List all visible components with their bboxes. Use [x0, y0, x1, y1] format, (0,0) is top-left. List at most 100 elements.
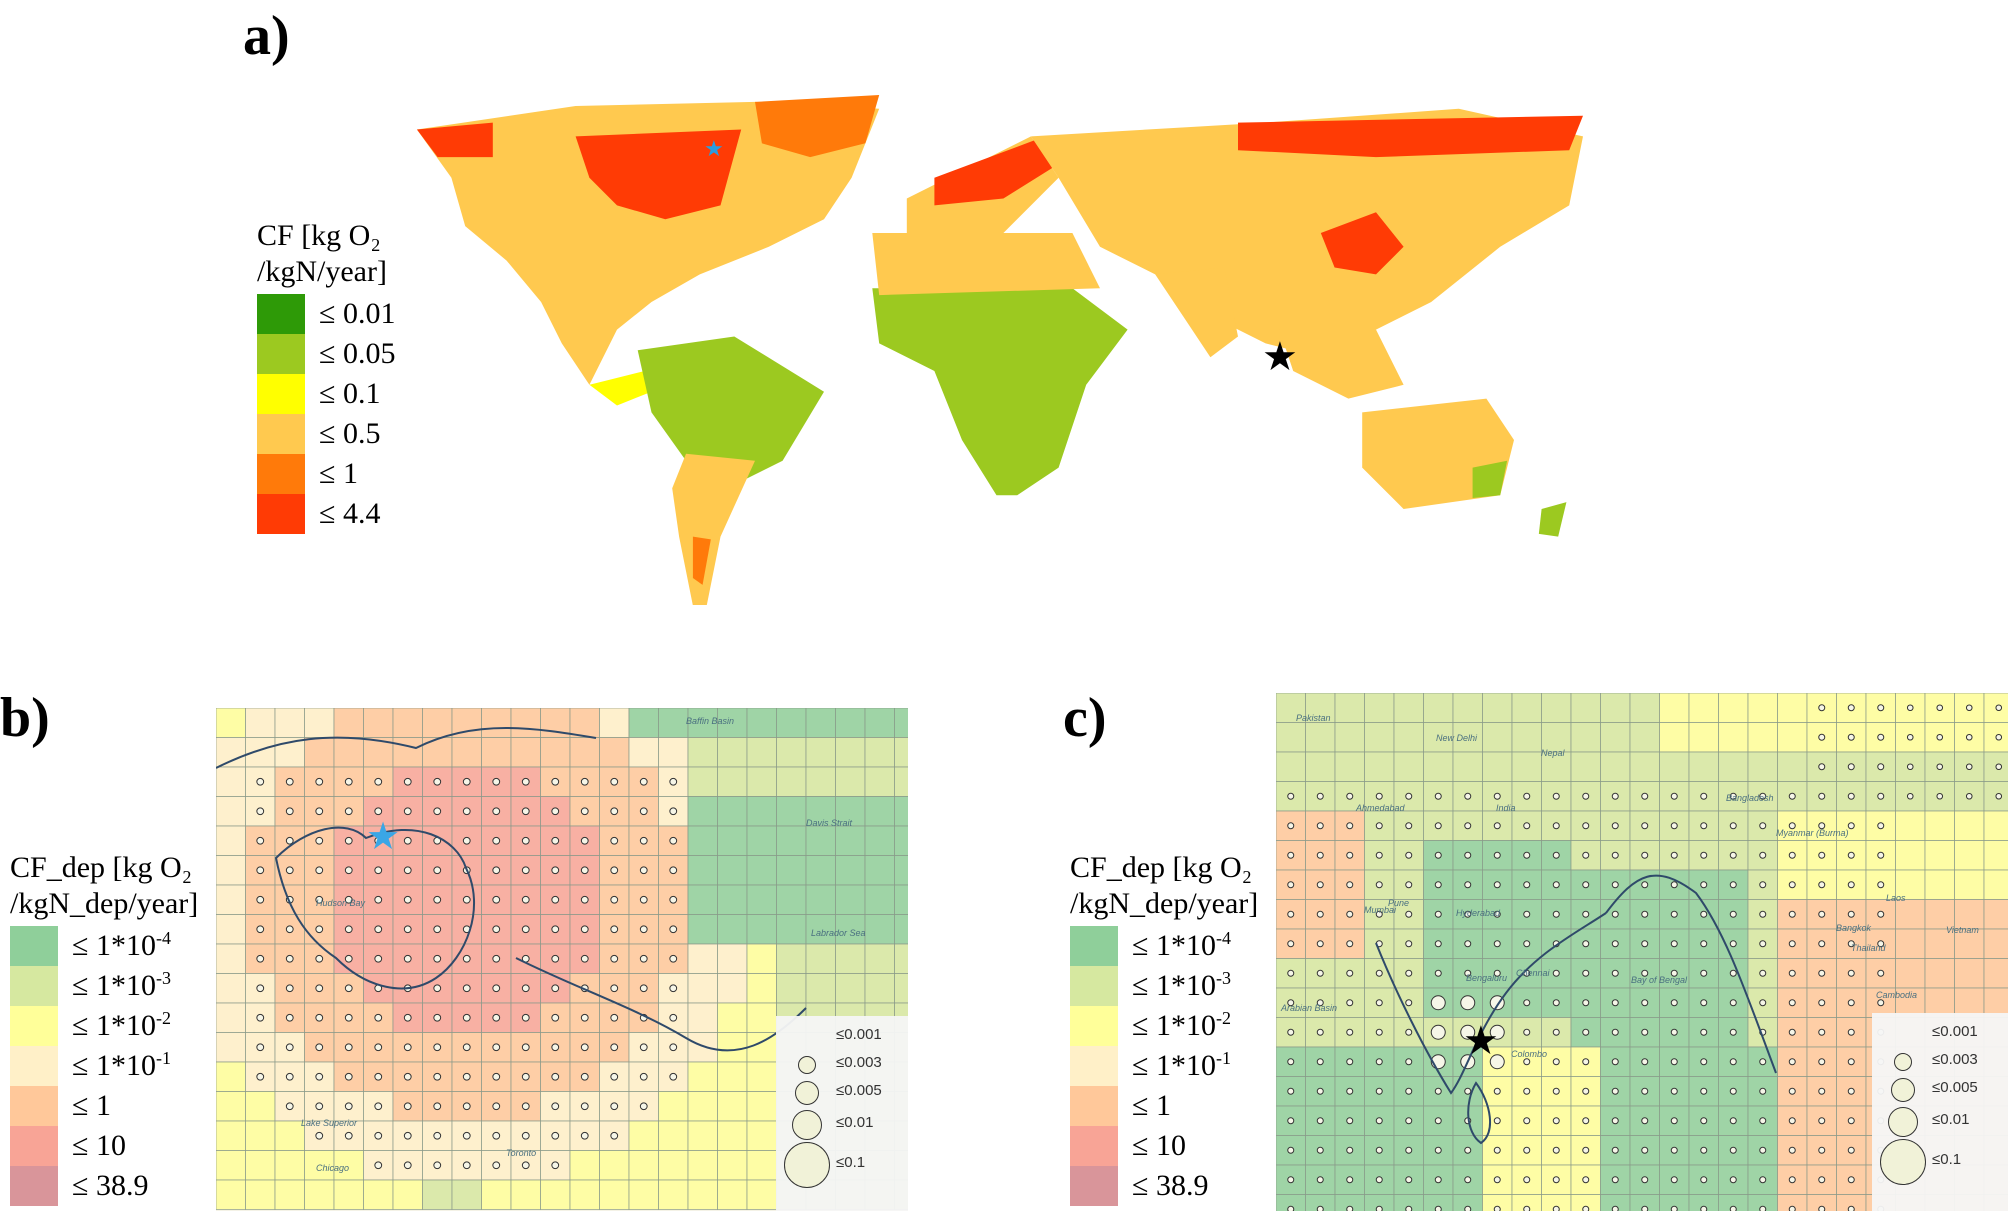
map-c-deposition-circle — [1847, 881, 1855, 889]
map-b-grid-cell — [746, 1120, 777, 1151]
map-c-deposition-circle — [1729, 1117, 1737, 1125]
map-b-grid-cell — [422, 1179, 453, 1210]
map-b-deposition-circle — [580, 777, 589, 786]
map-c-grid-cell — [1895, 928, 1926, 959]
map-c-grid-cell — [1423, 751, 1454, 782]
map-b-grid-cell — [245, 737, 276, 768]
map-c-deposition-circle — [1611, 999, 1619, 1007]
map-c-grid-cell — [1983, 810, 2008, 841]
legend-swatch — [10, 926, 58, 966]
map-b-deposition-circle — [285, 1072, 294, 1081]
map-c-grid-cell — [1393, 751, 1424, 782]
map-c-grid-cell — [1895, 810, 1926, 841]
legend-item: ≤ 1*10-2 — [10, 1006, 198, 1046]
map-c-deposition-circle — [1405, 822, 1413, 830]
map-c-deposition-circle — [1582, 940, 1590, 948]
map-c-deposition-circle — [1489, 1024, 1505, 1040]
south-america-south-region — [672, 453, 755, 605]
map-b-deposition-circle — [639, 984, 648, 993]
map-b-deposition-circle — [374, 1161, 383, 1170]
map-c-grid-cell — [1688, 1164, 1719, 1195]
map-b-deposition-circle — [433, 807, 442, 816]
map-c-deposition-circle — [1788, 1028, 1796, 1036]
map-c-deposition-circle — [1611, 851, 1619, 859]
legend-swatch — [1070, 1166, 1118, 1206]
map-b-grid-cell — [363, 708, 394, 738]
map-b-deposition-circle — [492, 866, 501, 875]
map-c-deposition-circle — [1287, 969, 1295, 977]
map-b-grid-cell — [392, 708, 423, 738]
map-c-deposition-circle — [1611, 969, 1619, 977]
map-b-deposition-circle — [374, 1013, 383, 1022]
map-c-deposition-circle — [1552, 1028, 1560, 1036]
map-b-deposition-circle — [433, 1131, 442, 1140]
map-c-deposition-circle — [1936, 792, 1944, 800]
map-b-deposition-circle — [639, 895, 648, 904]
map-b-grid-cell — [216, 1032, 246, 1063]
map-b-deposition-circle — [403, 1131, 412, 1140]
map-c-deposition-circle — [1788, 1058, 1796, 1066]
map-c-grid-cell — [1983, 899, 2008, 930]
map-c-deposition-circle — [1641, 1176, 1649, 1184]
map-c-deposition-circle — [1847, 1176, 1855, 1184]
map-c-grid-cell — [1924, 899, 1955, 930]
map-c-deposition-circle — [1641, 792, 1649, 800]
legend-title: CF_dep [kg O₂ /kgN_dep/year] — [10, 851, 199, 920]
map-c-deposition-circle — [1405, 969, 1413, 977]
legend-item: ≤ 0.5 — [257, 414, 395, 454]
map-b-deposition-circle — [551, 866, 560, 875]
map-c-deposition-circle — [1759, 940, 1767, 948]
map-c-grid-cell — [1718, 693, 1749, 723]
map-b-grid-cell — [245, 766, 276, 797]
map-b-grid-cell — [540, 1179, 571, 1210]
map-c-deposition-circle — [1641, 881, 1649, 889]
map-b-grid-cell — [599, 1179, 630, 1210]
map-c-deposition-circle — [1877, 792, 1885, 800]
map-b-deposition-circle — [344, 1102, 353, 1111]
legend-swatch — [10, 1086, 58, 1126]
china-red-region — [1320, 212, 1404, 275]
north-africa-region — [872, 233, 1100, 296]
map-c-deposition-circle — [1788, 940, 1796, 948]
map-b-grid-cell — [274, 1150, 305, 1181]
map-b-deposition-circle — [521, 925, 530, 934]
map-c-deposition-circle — [1346, 792, 1354, 800]
size-legend-circle — [798, 1056, 816, 1074]
asia-region — [1031, 108, 1583, 358]
map-b-deposition-circle — [403, 1013, 412, 1022]
map-c-grid-cell — [1276, 693, 1306, 723]
hudson-bay-map: Baffin Basin Davis Strait Labrador Sea Huds… — [216, 708, 908, 1211]
north-america-region — [416, 101, 880, 385]
map-b-grid-cell — [304, 737, 335, 768]
map-c-grid-cell — [1334, 1164, 1365, 1195]
map-b-grid-cell — [216, 855, 246, 886]
map-b-grid-cell — [835, 943, 866, 974]
map-b-grid-cell — [805, 766, 836, 797]
map-c-deposition-circle — [1493, 792, 1501, 800]
size-legend-circle — [1894, 1053, 1912, 1071]
map-b-deposition-circle — [462, 1072, 471, 1081]
map-c-deposition-circle — [1877, 881, 1885, 889]
map-c-deposition-circle — [1847, 1117, 1855, 1125]
legend-swatch — [10, 966, 58, 1006]
map-b-grid-cell — [746, 796, 777, 827]
map-c-deposition-circle — [1670, 1117, 1678, 1125]
map-b-grid-cell — [687, 1032, 718, 1063]
legend-title: CF [kg O₂ /kgN/year] — [257, 219, 387, 288]
map-c-deposition-circle — [1375, 1205, 1383, 1211]
map-c-deposition-circle — [1434, 1146, 1442, 1154]
map-c-deposition-circle — [1287, 940, 1295, 948]
map-c-deposition-circle — [1375, 851, 1383, 859]
south-america-tip-region — [692, 536, 711, 585]
map-b-deposition-circle — [374, 777, 383, 786]
map-b-grid-cell — [717, 825, 748, 856]
map-c-deposition-circle — [1346, 910, 1354, 918]
panel-b-legend: CF_dep [kg O₂ /kgN_dep/year] ≤ 1*10-4 ≤ 1… — [10, 850, 198, 1206]
map-b-grid-cell — [687, 855, 718, 886]
map-c-deposition-circle — [1847, 1058, 1855, 1066]
map-c-deposition-circle — [1552, 881, 1560, 889]
map-c-deposition-circle — [1700, 1117, 1708, 1125]
map-c-deposition-circle — [1788, 1146, 1796, 1154]
map-c-grid-cell — [1305, 751, 1336, 782]
map-b-deposition-circle — [285, 777, 294, 786]
